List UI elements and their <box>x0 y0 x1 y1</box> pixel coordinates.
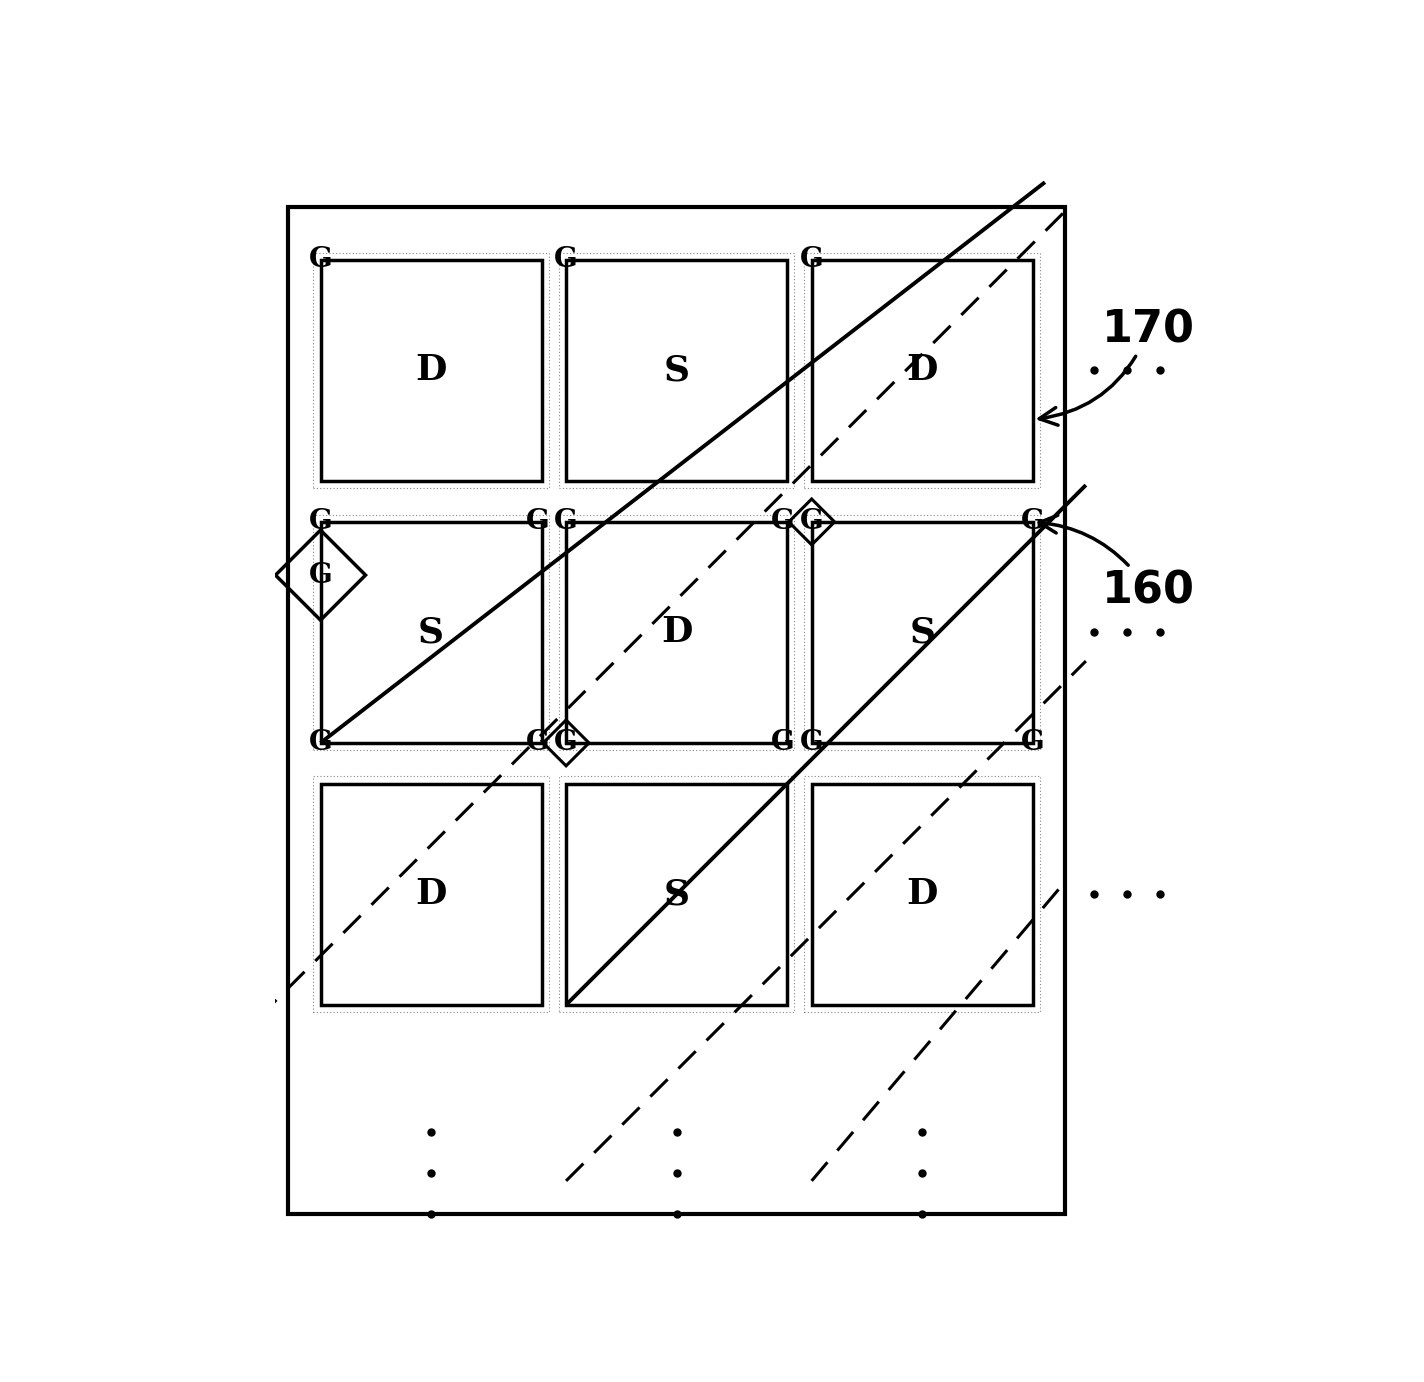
Text: G: G <box>772 730 795 756</box>
Text: G: G <box>525 509 550 535</box>
Text: G: G <box>1021 509 1045 535</box>
Bar <box>558 777 795 1012</box>
Bar <box>320 522 541 744</box>
Bar <box>805 777 1040 1012</box>
Bar <box>567 260 787 481</box>
Text: S: S <box>419 615 444 650</box>
Text: D: D <box>416 354 447 387</box>
Bar <box>320 784 541 1005</box>
Text: G: G <box>309 509 332 535</box>
Text: G: G <box>800 730 823 756</box>
Bar <box>313 777 548 1012</box>
Text: G: G <box>309 730 332 756</box>
Bar <box>805 514 1040 750</box>
Text: S: S <box>909 615 936 650</box>
Text: G: G <box>554 246 578 274</box>
Bar <box>805 253 1040 488</box>
Bar <box>812 260 1032 481</box>
Text: G: G <box>554 730 578 756</box>
Text: S: S <box>664 878 689 911</box>
Bar <box>567 784 787 1005</box>
Text: G: G <box>800 509 823 535</box>
Text: G: G <box>554 509 578 535</box>
Text: D: D <box>661 615 692 650</box>
Bar <box>812 784 1032 1005</box>
Bar <box>288 207 1065 1213</box>
Bar <box>558 253 795 488</box>
Text: D: D <box>907 878 938 911</box>
Bar <box>567 522 787 744</box>
Text: D: D <box>907 354 938 387</box>
Text: G: G <box>800 246 823 274</box>
Text: D: D <box>416 878 447 911</box>
Text: G: G <box>309 561 332 589</box>
Text: G: G <box>525 730 550 756</box>
Text: G: G <box>1021 730 1045 756</box>
Bar <box>313 514 548 750</box>
Bar <box>320 260 541 481</box>
Bar <box>812 522 1032 744</box>
Text: G: G <box>772 509 795 535</box>
Text: G: G <box>309 246 332 274</box>
Text: 160: 160 <box>1040 515 1195 614</box>
Text: S: S <box>664 354 689 387</box>
Bar <box>313 253 548 488</box>
Bar <box>558 514 795 750</box>
Text: 170: 170 <box>1040 308 1195 426</box>
